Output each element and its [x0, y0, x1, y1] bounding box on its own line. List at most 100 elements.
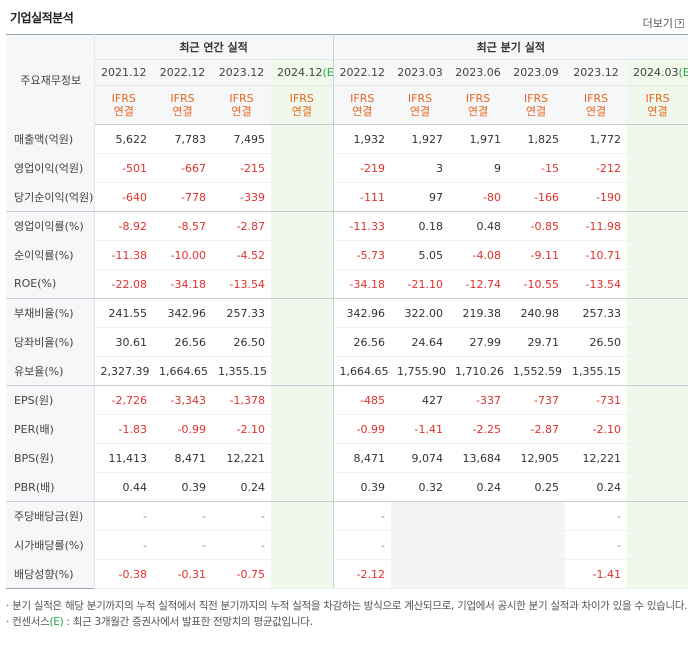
table-cell: -13.54 [212, 269, 271, 299]
table-cell [627, 182, 689, 212]
table-cell: 342.96 [153, 298, 212, 328]
quarter-group-header: 최근 분기 실적 [332, 34, 689, 60]
table-cell: -501 [94, 153, 153, 183]
table-cell: -8.92 [94, 211, 153, 241]
basis-header: IFRS 연결 [153, 85, 212, 125]
table-row: 시가배당률(%) - - - - - [6, 530, 689, 560]
table-row: 순이익률(%) -11.38 -10.00 -4.52 -5.73 5.05 -4.08 -9… [6, 240, 689, 270]
period-header: 2023.06 [449, 59, 508, 86]
table-cell: -337 [449, 385, 508, 415]
table-cell [627, 211, 689, 241]
table-row: 당기순이익(억원) -640 -778 -339 -111 97 -80 -166 -190 [6, 182, 689, 212]
table-cell: 1,825 [507, 124, 566, 154]
table-cell: 30.61 [94, 327, 153, 357]
row-label: PER(배) [6, 414, 95, 444]
table-cell: 0.32 [391, 472, 450, 502]
table-cell: -21.10 [391, 269, 450, 299]
table-cell [507, 501, 566, 531]
table-cell [627, 298, 689, 328]
more-button[interactable]: 더보기 [643, 15, 684, 31]
table-cell: 0.25 [507, 472, 566, 502]
table-cell: -731 [565, 385, 628, 415]
table-cell: -215 [212, 153, 271, 183]
table-row: 영업이익률(%) -8.92 -8.57 -2.87 -11.33 0.18 0.48 -0.… [6, 211, 689, 241]
table-cell: -10.55 [507, 269, 566, 299]
table-row: 부채비율(%) 241.55 342.96 257.33 342.96 322.00 219… [6, 298, 689, 328]
table-cell: -1.41 [565, 559, 628, 589]
table-cell: 0.24 [565, 472, 628, 502]
table-cell: -4.52 [212, 240, 271, 270]
table-cell: 1,932 [332, 124, 392, 154]
table-cell: -0.31 [153, 559, 212, 589]
table-cell: 13,684 [449, 443, 508, 473]
table-cell: -339 [212, 182, 271, 212]
basis-header: IFRS 연결 [565, 85, 628, 125]
table-cell [391, 530, 450, 560]
table-cell: -737 [507, 385, 566, 415]
row-label: 영업이익률(%) [6, 211, 95, 241]
row-label: 당기순이익(억원) [6, 182, 95, 212]
table-cell: 26.50 [212, 327, 271, 357]
table-cell [507, 559, 566, 589]
table-cell: 11,413 [94, 443, 153, 473]
table-cell: -3,343 [153, 385, 212, 415]
table-cell: -5.73 [332, 240, 392, 270]
table-cell: -166 [507, 182, 566, 212]
row-label: 영업이익(억원) [6, 153, 95, 183]
table-cell [271, 269, 334, 299]
table-cell [627, 124, 689, 154]
table-cell [271, 559, 334, 589]
basis-header: IFRS 연결 [627, 85, 689, 125]
table-cell: -8.57 [153, 211, 212, 241]
period-header: 2023.03 [391, 59, 450, 86]
table-cell [627, 327, 689, 357]
table-cell: - [565, 530, 628, 560]
table-row: PBR(배) 0.44 0.39 0.24 0.39 0.32 0.24 0.25 0.24 [6, 472, 689, 502]
table-cell: 1,927 [391, 124, 450, 154]
table-cell: -2,726 [94, 385, 153, 415]
table-cell: -34.18 [332, 269, 392, 299]
table-cell: - [94, 501, 153, 531]
table-cell [391, 501, 450, 531]
chevron-right-icon [675, 18, 684, 28]
table-cell: 27.99 [449, 327, 508, 357]
table-cell: 1,355.15 [565, 356, 628, 386]
period-header: 2022.12 [153, 59, 212, 86]
table-cell: 0.48 [449, 211, 508, 241]
row-label: 당좌비율(%) [6, 327, 95, 357]
table-cell: 257.33 [212, 298, 271, 328]
table-cell: 1,710.26 [449, 356, 508, 386]
table-cell [271, 327, 334, 357]
period-header: 2023.12 [565, 59, 628, 86]
table-cell: 3 [391, 153, 450, 183]
basis-header: IFRS 연결 [94, 85, 153, 125]
table-cell: 0.44 [94, 472, 153, 502]
estimate-mark: (E) [678, 66, 689, 79]
row-label: BPS(원) [6, 443, 95, 473]
table-cell: -778 [153, 182, 212, 212]
table-cell: 9,074 [391, 443, 450, 473]
table-cell: -2.87 [212, 211, 271, 241]
table-cell [507, 530, 566, 560]
table-cell: -0.38 [94, 559, 153, 589]
table-cell: 1,971 [449, 124, 508, 154]
row-label: 주당배당금(원) [6, 501, 95, 531]
table-cell: 0.39 [332, 472, 392, 502]
table-cell: -0.85 [507, 211, 566, 241]
table-row: 유보율(%) 2,327.39 1,664.65 1,355.15 1,664.65 1,… [6, 356, 689, 386]
table-cell: 0.24 [449, 472, 508, 502]
row-label: 부채비율(%) [6, 298, 95, 328]
table-cell: -2.10 [565, 414, 628, 444]
row-label: 매출액(억원) [6, 124, 95, 154]
table-cell: -0.99 [332, 414, 392, 444]
table-row: BPS(원) 11,413 8,471 12,221 8,471 9,074 13,684 1… [6, 443, 689, 473]
table-cell: -11.38 [94, 240, 153, 270]
footnotes: · 분기 실적은 해당 분기까지의 누적 실적에서 직전 분기까지의 누적 실적… [6, 598, 688, 630]
table-cell: -111 [332, 182, 392, 212]
table-cell: -34.18 [153, 269, 212, 299]
table-cell [271, 124, 334, 154]
table-cell: -11.33 [332, 211, 392, 241]
table-cell: 12,221 [212, 443, 271, 473]
table-cell: -1.41 [391, 414, 450, 444]
row-label: ROE(%) [6, 269, 95, 299]
